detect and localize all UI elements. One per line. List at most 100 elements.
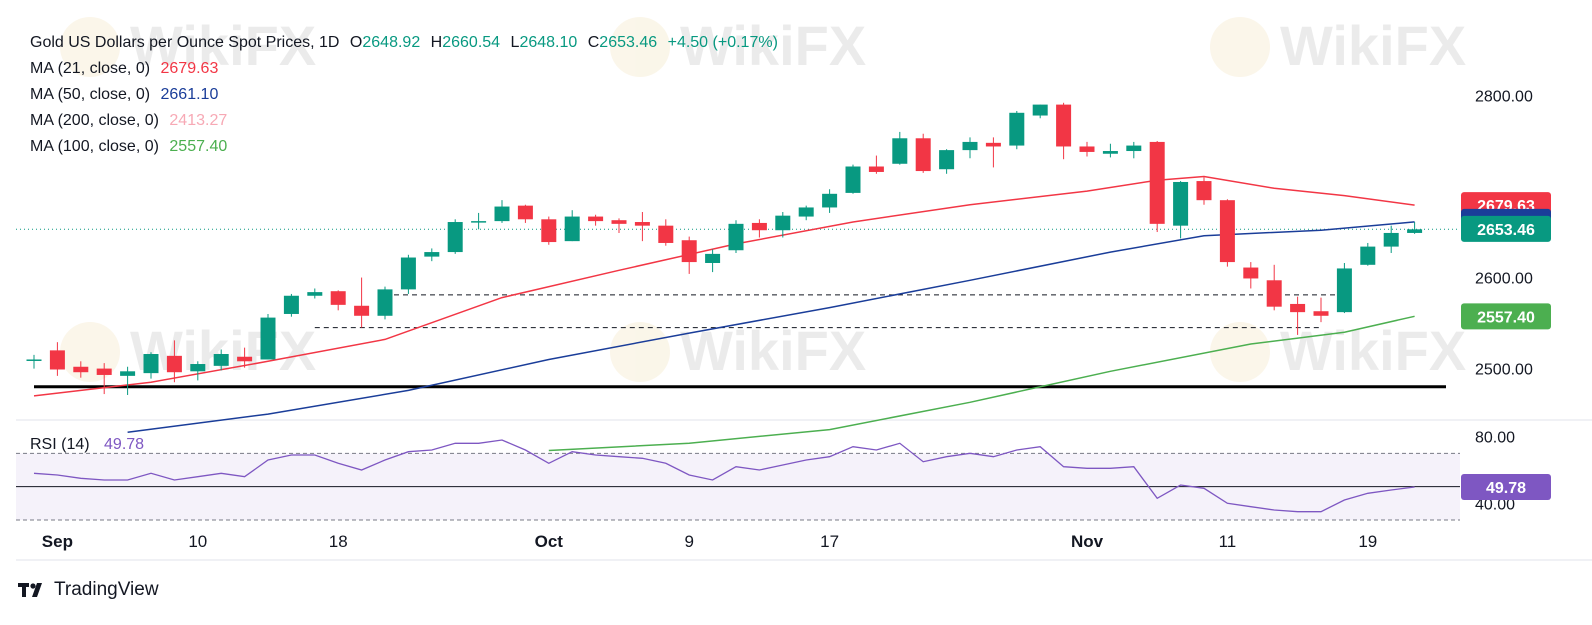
- candle-body: [1126, 145, 1142, 152]
- candle-body: [915, 138, 931, 172]
- candle-body: [517, 205, 533, 220]
- indicator-label: MA (100, close, 0): [30, 138, 159, 155]
- time-tick-label: Nov: [1071, 532, 1104, 551]
- candle-body: [658, 225, 674, 243]
- watermark: WikiFX: [610, 319, 866, 382]
- tradingview-brand[interactable]: TradingView: [18, 579, 159, 601]
- candle-body: [1266, 280, 1282, 307]
- candle-body: [120, 371, 136, 376]
- ma50-line: [127, 221, 1415, 434]
- candle-body: [868, 166, 884, 172]
- candle-body: [798, 207, 814, 217]
- time-tick-label: 18: [329, 532, 348, 551]
- rsi-value: 49.78: [104, 436, 145, 453]
- candle-body: [751, 222, 767, 231]
- candle-body: [939, 150, 955, 170]
- price-badge-label: 2653.46: [1477, 222, 1535, 239]
- candle-body: [1290, 303, 1306, 313]
- indicator-ma50[interactable]: MA (50, close, 0) 2661.10: [30, 82, 784, 108]
- candle-body: [143, 354, 159, 374]
- candle-body: [681, 240, 697, 263]
- watermark: WikiFX: [60, 14, 316, 77]
- time-tick-label: 9: [684, 532, 693, 551]
- high-value: 2660.54: [442, 34, 501, 51]
- time-tick-label: 11: [1219, 532, 1237, 551]
- change-value: +4.50 (+0.17%): [667, 34, 778, 51]
- symbol-title: Gold US Dollars per Ounce Spot Prices, 1…: [30, 34, 340, 51]
- candle-body: [96, 368, 112, 375]
- candle-body: [400, 257, 416, 290]
- open-value: 2648.92: [362, 34, 421, 51]
- price-badge: [1461, 215, 1551, 242]
- candle-body: [354, 305, 370, 316]
- candle-body: [1056, 104, 1072, 147]
- time-tick-label: Oct: [535, 532, 564, 551]
- candle-body: [705, 253, 721, 263]
- watermark-text: WikiFX: [680, 319, 866, 382]
- candle-body: [1149, 141, 1165, 224]
- watermark-icon: [1210, 17, 1270, 77]
- price-badge-label: 2557.40: [1477, 309, 1535, 326]
- rsi-label: RSI (14): [30, 436, 90, 453]
- symbol-header: Gold US Dollars per Ounce Spot Prices, 1…: [30, 30, 784, 56]
- rsi-badge: [1461, 474, 1551, 501]
- candle-body: [822, 193, 838, 208]
- candle-body: [49, 350, 65, 370]
- ma21-line: [33, 175, 1415, 397]
- candle-body: [494, 206, 510, 222]
- rsi-legend[interactable]: RSI (14) 49.78: [30, 436, 144, 454]
- candle-body: [1313, 311, 1329, 316]
- price-badge: [1461, 303, 1551, 330]
- rsi-tick-label: 80.00: [1475, 430, 1515, 447]
- watermark-text: WikiFX: [1280, 14, 1466, 77]
- candle-body: [1173, 181, 1189, 226]
- candle-body: [1102, 151, 1118, 154]
- ma100-line: [548, 315, 1415, 452]
- rsi-tick-label: 40.00: [1475, 496, 1515, 513]
- candle-body: [892, 138, 908, 164]
- indicator-value: 2661.10: [160, 86, 219, 103]
- candle-body: [1383, 232, 1399, 247]
- watermark-text: WikiFX: [130, 14, 316, 77]
- watermark: WikiFX: [610, 14, 866, 77]
- watermark-icon: [1210, 322, 1270, 382]
- candle-body: [424, 252, 440, 257]
- candle-body: [985, 142, 1001, 147]
- watermark-icon: [610, 322, 670, 382]
- watermark-icon: [610, 17, 670, 77]
- indicator-label: MA (50, close, 0): [30, 86, 151, 103]
- low-value: 2648.10: [519, 34, 578, 51]
- candle-body: [166, 355, 182, 373]
- candle-body: [237, 356, 253, 362]
- candle-body: [1196, 181, 1212, 201]
- candle-body: [1079, 146, 1095, 152]
- tradingview-logo-icon: [18, 583, 42, 597]
- watermark: WikiFX: [60, 319, 316, 382]
- watermark-text: WikiFX: [130, 319, 316, 382]
- close-value: 2653.46: [599, 34, 658, 51]
- candle-body: [1009, 112, 1025, 146]
- time-tick-label: 19: [1358, 532, 1377, 551]
- low-label: L: [510, 34, 520, 51]
- time-tick-label: Sep: [42, 532, 73, 551]
- candle-body: [1219, 200, 1235, 263]
- candle-body: [564, 216, 580, 242]
- indicator-ma21[interactable]: MA (21, close, 0) 2679.63: [30, 56, 784, 82]
- candle-body: [611, 220, 627, 224]
- indicator-ma100[interactable]: MA (100, close, 0) 2557.40: [30, 134, 784, 160]
- candle-body: [447, 222, 463, 253]
- candle-body: [1360, 246, 1376, 265]
- watermark: WikiFX: [1210, 14, 1466, 77]
- candle-body: [26, 359, 42, 361]
- indicator-value: 2679.63: [160, 60, 219, 77]
- candle-body: [588, 216, 604, 222]
- price-tick-label: 2800.00: [1475, 89, 1533, 106]
- candle-body: [73, 366, 89, 373]
- candle-body: [471, 221, 487, 223]
- candle-body: [283, 295, 299, 314]
- candle-body: [213, 354, 229, 366]
- close-label: C: [587, 34, 600, 51]
- indicator-ma200[interactable]: MA (200, close, 0) 2413.27: [30, 108, 784, 134]
- indicator-value: 2413.27: [169, 112, 228, 129]
